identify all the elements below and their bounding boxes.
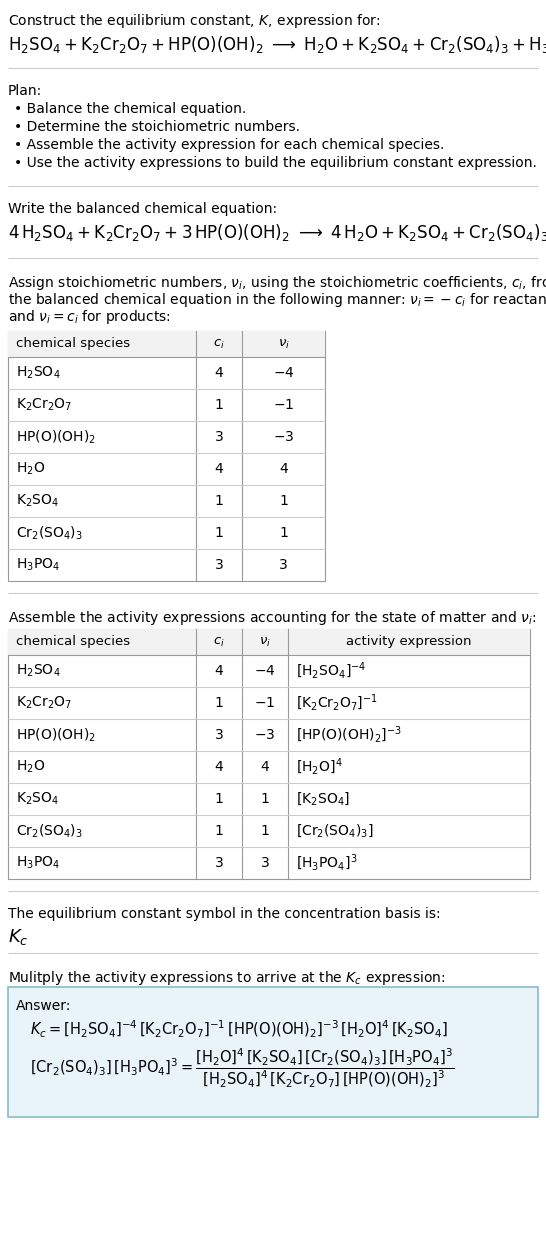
Text: • Use the activity expressions to build the equilibrium constant expression.: • Use the activity expressions to build … — [14, 156, 537, 170]
Text: Assemble the activity expressions accounting for the state of matter and $\nu_i$: Assemble the activity expressions accoun… — [8, 609, 536, 627]
Text: $[\mathrm{Cr_2(SO_4)_3}]\,[\mathrm{H_3PO_4}]^{3} = \dfrac{[\mathrm{H_2O}]^{4}\,[: $[\mathrm{Cr_2(SO_4)_3}]\,[\mathrm{H_3PO… — [30, 1048, 454, 1090]
Text: $\nu_i$: $\nu_i$ — [259, 636, 271, 648]
Text: 3: 3 — [215, 728, 223, 742]
Text: 4: 4 — [215, 760, 223, 774]
Text: $-3$: $-3$ — [254, 728, 276, 742]
Text: $c_i$: $c_i$ — [213, 338, 225, 350]
Text: • Assemble the activity expression for each chemical species.: • Assemble the activity expression for e… — [14, 138, 444, 152]
Text: $-4$: $-4$ — [254, 664, 276, 678]
Text: The equilibrium constant symbol in the concentration basis is:: The equilibrium constant symbol in the c… — [8, 907, 441, 921]
Text: $\mathrm{4\,H_2SO_4 + K_2Cr_2O_7 + 3\,HP(O)(OH)_2}$ $\longrightarrow$ $\mathrm{4: $\mathrm{4\,H_2SO_4 + K_2Cr_2O_7 + 3\,HP… — [8, 222, 546, 242]
Text: Assign stoichiometric numbers, $\nu_i$, using the stoichiometric coefficients, $: Assign stoichiometric numbers, $\nu_i$, … — [8, 274, 546, 291]
Text: $\mathrm{HP(O)(OH)_2}$: $\mathrm{HP(O)(OH)_2}$ — [16, 726, 96, 744]
Text: $[\mathrm{K_2SO_4}]$: $[\mathrm{K_2SO_4}]$ — [296, 790, 350, 808]
Text: Mulitply the activity expressions to arrive at the $K_c$ expression:: Mulitply the activity expressions to arr… — [8, 968, 446, 987]
Text: 3: 3 — [215, 857, 223, 870]
Text: $\mathrm{H_2SO_4}$: $\mathrm{H_2SO_4}$ — [16, 663, 61, 679]
Text: $[\mathrm{K_2Cr_2O_7}]^{-1}$: $[\mathrm{K_2Cr_2O_7}]^{-1}$ — [296, 693, 378, 713]
Text: 1: 1 — [215, 696, 223, 710]
Text: $-1$: $-1$ — [273, 398, 294, 412]
Text: 4: 4 — [260, 760, 269, 774]
Text: $\mathrm{H_2SO_4}$: $\mathrm{H_2SO_4}$ — [16, 364, 61, 382]
Text: chemical species: chemical species — [16, 338, 130, 350]
Text: 3: 3 — [279, 558, 288, 571]
Text: 1: 1 — [215, 398, 223, 412]
Text: $\mathrm{H_2O}$: $\mathrm{H_2O}$ — [16, 759, 45, 775]
Text: $\mathrm{H_3PO_4}$: $\mathrm{H_3PO_4}$ — [16, 855, 60, 872]
Text: $\mathrm{Cr_2(SO_4)_3}$: $\mathrm{Cr_2(SO_4)_3}$ — [16, 524, 83, 541]
Text: Write the balanced chemical equation:: Write the balanced chemical equation: — [8, 202, 277, 216]
Text: $\mathrm{Cr_2(SO_4)_3}$: $\mathrm{Cr_2(SO_4)_3}$ — [16, 823, 83, 840]
Text: $-4$: $-4$ — [272, 365, 294, 381]
Text: Construct the equilibrium constant, $K$, expression for:: Construct the equilibrium constant, $K$,… — [8, 13, 381, 30]
Text: $K_c$: $K_c$ — [8, 927, 28, 947]
Text: 1: 1 — [215, 526, 223, 540]
Bar — [8, 332, 325, 357]
Text: $\mathrm{K_2Cr_2O_7}$: $\mathrm{K_2Cr_2O_7}$ — [16, 695, 73, 711]
Text: activity expression: activity expression — [346, 636, 472, 648]
Text: 1: 1 — [260, 793, 269, 806]
Text: $[\mathrm{Cr_2(SO_4)_3}]$: $[\mathrm{Cr_2(SO_4)_3}]$ — [296, 823, 374, 839]
Text: 1: 1 — [260, 824, 269, 838]
Text: and $\nu_i = c_i$ for products:: and $\nu_i = c_i$ for products: — [8, 308, 171, 327]
Text: $[\mathrm{H_2SO_4}]^{-4}$: $[\mathrm{H_2SO_4}]^{-4}$ — [296, 661, 366, 681]
Text: $\nu_i$: $\nu_i$ — [277, 338, 289, 350]
Text: $\mathrm{K_2SO_4}$: $\mathrm{K_2SO_4}$ — [16, 791, 60, 808]
Text: 1: 1 — [215, 494, 223, 507]
Text: • Balance the chemical equation.: • Balance the chemical equation. — [14, 102, 246, 116]
Text: $[\mathrm{HP(O)(OH)_2}]^{-3}$: $[\mathrm{HP(O)(OH)_2}]^{-3}$ — [296, 725, 402, 745]
Text: 4: 4 — [215, 365, 223, 381]
Text: Plan:: Plan: — [8, 84, 42, 98]
Text: 1: 1 — [215, 793, 223, 806]
Text: $-3$: $-3$ — [273, 430, 294, 445]
Bar — [8, 332, 325, 582]
Text: $\mathrm{K_2SO_4}$: $\mathrm{K_2SO_4}$ — [16, 492, 60, 509]
Text: Answer:: Answer: — [16, 999, 72, 1014]
Text: $\mathrm{H_2SO_4 + K_2Cr_2O_7 + HP(O)(OH)_2}$ $\longrightarrow$ $\mathrm{H_2O + : $\mathrm{H_2SO_4 + K_2Cr_2O_7 + HP(O)(OH… — [8, 34, 546, 55]
Text: 1: 1 — [215, 824, 223, 838]
Bar — [8, 629, 530, 654]
Text: $\mathrm{H_2O}$: $\mathrm{H_2O}$ — [16, 461, 45, 477]
Bar — [8, 629, 530, 879]
Text: $[\mathrm{H_2O}]^{4}$: $[\mathrm{H_2O}]^{4}$ — [296, 757, 342, 777]
Text: 1: 1 — [279, 526, 288, 540]
Text: • Determine the stoichiometric numbers.: • Determine the stoichiometric numbers. — [14, 121, 300, 134]
Text: $\mathrm{HP(O)(OH)_2}$: $\mathrm{HP(O)(OH)_2}$ — [16, 428, 96, 446]
Text: $\mathrm{H_3PO_4}$: $\mathrm{H_3PO_4}$ — [16, 556, 60, 573]
Text: $K_c = [\mathrm{H_2SO_4}]^{-4}\,[\mathrm{K_2Cr_2O_7}]^{-1}\,[\mathrm{HP(O)(OH)_2: $K_c = [\mathrm{H_2SO_4}]^{-4}\,[\mathrm… — [30, 1019, 448, 1040]
Bar — [8, 987, 538, 1117]
Text: 3: 3 — [260, 857, 269, 870]
Text: 3: 3 — [215, 558, 223, 571]
Text: 1: 1 — [279, 494, 288, 507]
Text: $-1$: $-1$ — [254, 696, 276, 710]
Text: $\mathrm{K_2Cr_2O_7}$: $\mathrm{K_2Cr_2O_7}$ — [16, 397, 73, 413]
Text: 4: 4 — [215, 664, 223, 678]
Text: $c_i$: $c_i$ — [213, 636, 225, 648]
Text: 4: 4 — [279, 462, 288, 476]
Text: 4: 4 — [215, 462, 223, 476]
Text: the balanced chemical equation in the following manner: $\nu_i = -c_i$ for react: the balanced chemical equation in the fo… — [8, 291, 546, 309]
Text: 3: 3 — [215, 430, 223, 445]
Text: $[\mathrm{H_3PO_4}]^{3}$: $[\mathrm{H_3PO_4}]^{3}$ — [296, 853, 358, 873]
Text: chemical species: chemical species — [16, 636, 130, 648]
